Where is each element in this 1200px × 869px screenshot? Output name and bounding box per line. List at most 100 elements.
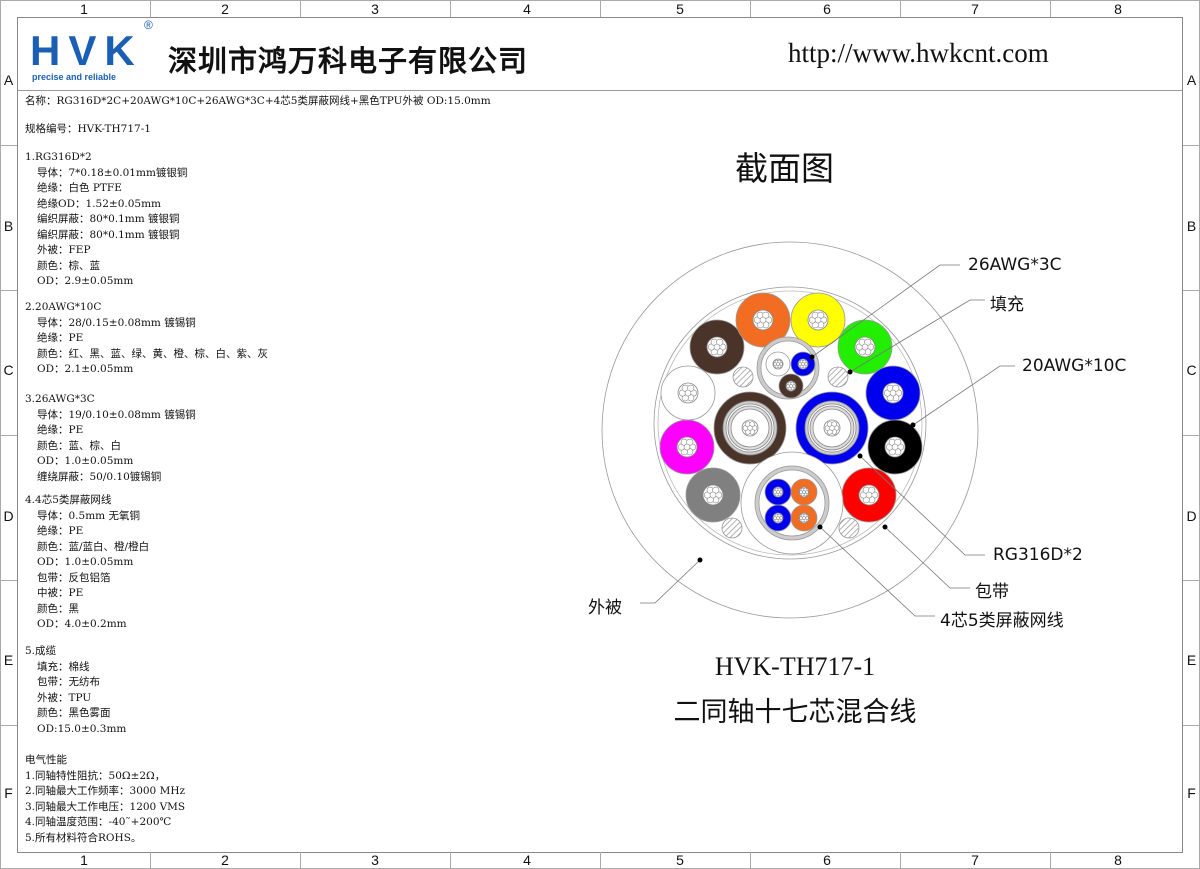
filler — [827, 366, 849, 388]
electrical-section: 电气性能 1.同轴特性阻抗：50Ω±2Ω， 2.同轴最大工作频率：3000 MHz 3… — [25, 753, 185, 846]
spec-line: 3.同轴最大工作电压：1200 VMS — [25, 800, 186, 813]
column-marker-top: 7 — [971, 1, 979, 17]
leader-line — [811, 264, 960, 358]
section-heading: 5.成缆 — [25, 645, 57, 657]
column-marker-top: 1 — [80, 1, 88, 17]
label-filler: 填充 — [990, 295, 1024, 315]
section-heading: 4.4芯5类屏蔽网线 — [25, 494, 112, 506]
spec-code: 规格编号：HVK-TH717-1 — [25, 123, 151, 135]
column-marker-bottom: 2 — [221, 852, 229, 868]
spec-line: 颜色：蓝、棕、白 — [37, 439, 121, 452]
filler — [721, 517, 743, 539]
row-marker-right: D — [1186, 508, 1197, 524]
hvk-logo: HVK precise and reliable ® — [30, 18, 153, 85]
spec-line: 填充：棉线 — [37, 660, 90, 673]
spec-line: 绝缘：PE — [37, 424, 84, 436]
label-tape: 包带 — [975, 582, 1009, 602]
logo-tagline: precise and reliable — [32, 72, 117, 82]
cable-description: 二同轴十七芯混合线 — [673, 697, 917, 728]
row-marker-right: F — [1187, 785, 1196, 801]
company-name: 深圳市鸿万科电子有限公司 — [168, 44, 529, 78]
column-marker-top: 6 — [823, 1, 831, 17]
leader-line — [912, 365, 1015, 426]
row-marker-right: B — [1186, 218, 1197, 234]
spec-line: 颜色：红、黑、蓝、绿、黄、橙、棕、白、紫、灰 — [37, 347, 268, 360]
column-marker-bottom: 4 — [523, 852, 531, 868]
column-marker-top: 5 — [676, 1, 684, 17]
column-marker-top: 3 — [371, 1, 379, 17]
registered-mark: ® — [144, 18, 153, 32]
spec-line: 绝缘：白色 PTFE — [37, 182, 122, 194]
label-rg316: RG316D*2 — [993, 545, 1083, 565]
spec-line: 外被：TPU — [37, 691, 92, 704]
spec-line: 颜色：黑 — [37, 602, 79, 615]
spec-line: 颜色：棕、蓝 — [37, 259, 100, 272]
spec-line: OD：2.9±0.05mm — [37, 275, 134, 287]
spec-section: 2.20AWG*10C 导体：28/0.15±0.08mm 镀锡铜 绝缘：PE 颜色：… — [25, 300, 268, 378]
row-marker-left: F — [4, 785, 13, 801]
label-26awg: 26AWG*3C — [968, 255, 1062, 275]
row-marker-left: A — [3, 72, 14, 88]
filler — [732, 366, 754, 388]
spec-line: 导体：19/0.10±0.08mm 镀锡铜 — [37, 408, 196, 421]
spec-line: OD:15.0±0.3mm — [37, 722, 127, 735]
spec-line: 导体：7*0.18±0.01mm镀银铜 — [37, 166, 188, 179]
label-cat5: 4芯5类屏蔽网线 — [940, 611, 1064, 631]
row-marker-left: C — [3, 362, 14, 378]
label-20awg: 20AWG*10C — [1022, 356, 1127, 376]
row-marker-right: A — [1186, 72, 1197, 88]
spec-line: OD：4.0±0.2mm — [37, 618, 127, 630]
column-marker-top: 4 — [523, 1, 531, 17]
binder-tape-inner — [657, 290, 923, 556]
row-marker-right: C — [1186, 362, 1197, 378]
title-block — [17, 17, 1183, 91]
spec-line: 导体：0.5mm 无氧铜 — [37, 509, 140, 522]
column-marker-top: 2 — [221, 1, 229, 17]
spec-line: 绝缘：PE — [37, 332, 84, 344]
spec-line: 2.同轴最大工作频率：3000 MHz — [25, 785, 186, 797]
spec-line: 绝缘OD：1.52±0.05mm — [37, 197, 161, 210]
product-name: 名称：RG316D*2C+20AWG*10C+26AWG*3C+4芯5类屏蔽网线… — [25, 95, 491, 107]
column-marker-bottom: 1 — [80, 852, 88, 868]
spec-line: 颜色：黑色雾面 — [37, 707, 111, 719]
spec-section: 5.成缆填充：棉线包带：无纺布 外被：TPU 颜色：黑色雾面 OD:15.0±0.3m… — [25, 644, 126, 737]
section-title: 截面图 — [735, 149, 834, 188]
spec-line: 4.同轴温度范围：-40˜+200℃ — [25, 816, 172, 828]
row-marker-right: E — [1186, 652, 1197, 668]
leader-line — [640, 559, 701, 604]
row-marker-left: D — [3, 508, 14, 524]
column-marker-bottom: 3 — [371, 852, 379, 868]
column-marker-bottom: 5 — [676, 852, 684, 868]
spec-line: 中被：PE — [37, 587, 84, 599]
section-heading: 电气性能 — [25, 754, 67, 766]
spec-line: 5.所有材料符合ROHS。 — [25, 831, 142, 844]
filler — [838, 517, 860, 539]
spec-line: OD：1.0±0.05mm — [37, 455, 134, 467]
model-number: HVK-TH717-1 — [714, 652, 876, 681]
spec-line: 颜色：蓝/蓝白、橙/橙白 — [37, 540, 150, 553]
section-heading: 2.20AWG*10C — [25, 301, 102, 313]
website-url: http://www.hwkcnt.com — [788, 38, 1049, 68]
spec-line: OD：2.1±0.05mm — [37, 363, 134, 375]
column-marker-bottom: 8 — [1114, 852, 1122, 868]
leader-line — [819, 526, 935, 617]
spec-line: 编织屏蔽：80*0.1mm 镀银铜 — [37, 213, 180, 225]
leader-line — [849, 299, 985, 373]
column-marker-top: 8 — [1114, 1, 1122, 17]
row-marker-left: B — [3, 218, 14, 234]
spec-section: 3.26AWG*3C 导体：19/0.10±0.08mm 镀锡铜 绝缘：PE 颜色：蓝… — [25, 392, 196, 485]
spec-line: 包带：反包铝箔 — [37, 571, 111, 584]
spec-line: 绝缘：PE — [37, 525, 84, 537]
section-heading: 1.RG316D*2 — [25, 151, 92, 163]
spec-line: 编织屏蔽：80*0.1mm 镀银铜 — [37, 228, 180, 241]
spec-section: 4.4芯5类屏蔽网线导体：0.5mm 无氧铜 绝缘：PE 颜色：蓝/蓝白、橙/橙白 O… — [25, 493, 149, 633]
spec-line: OD：1.0±0.05mm — [37, 556, 134, 568]
spec-section: 1.RG316D*2 导体：7*0.18±0.01mm镀银铜 绝缘：白色 PTFE 绝… — [25, 150, 187, 290]
section-heading: 3.26AWG*3C — [25, 393, 95, 405]
column-marker-bottom: 7 — [971, 852, 979, 868]
spec-line: 包带：无纺布 — [37, 676, 100, 688]
leader-line — [884, 526, 970, 589]
column-marker-bottom: 6 — [823, 852, 831, 868]
spec-line: 外被：FEP — [37, 244, 91, 256]
